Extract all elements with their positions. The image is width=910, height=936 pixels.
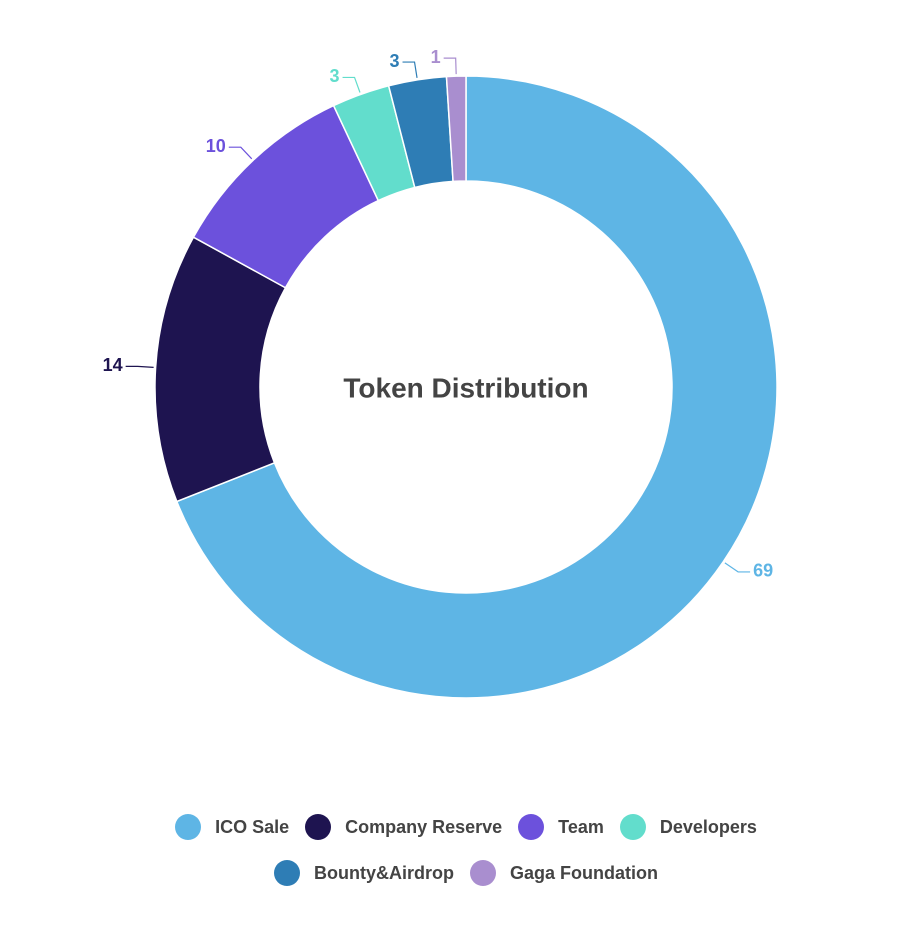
data-label: 14 xyxy=(103,355,123,375)
legend-label: Developers xyxy=(659,816,757,837)
leader-line xyxy=(125,365,154,368)
leader-line xyxy=(724,562,751,573)
leader-line xyxy=(402,61,418,78)
legend-item: Gaga Foundation xyxy=(469,860,658,886)
chart-title: Token Distribution xyxy=(343,372,588,403)
legend-label: Gaga Foundation xyxy=(509,862,658,883)
leader-line xyxy=(228,146,253,160)
legend-item: Team xyxy=(518,814,604,840)
legend-item: Company Reserve xyxy=(305,814,502,840)
leader-line xyxy=(342,76,361,93)
legend-swatch xyxy=(469,860,496,886)
data-label: 3 xyxy=(390,51,400,71)
data-label: 3 xyxy=(330,66,340,86)
chart: Token Distribution 69 14 10 3 3 1 xyxy=(103,47,778,699)
legend-swatch xyxy=(619,814,646,840)
legend-label: ICO Sale xyxy=(215,816,290,837)
legend-swatch xyxy=(518,814,545,840)
legend-label: Company Reserve xyxy=(345,816,503,837)
legend-label: Bounty&Airdrop xyxy=(314,862,454,883)
leader-line xyxy=(443,57,457,75)
legend-swatch xyxy=(305,814,332,840)
legend-swatch xyxy=(274,860,300,886)
legend-label: Team xyxy=(558,816,604,837)
slice xyxy=(445,75,467,183)
legend-item: ICO Sale xyxy=(175,814,289,840)
legend: ICO Sale Company Reserve Team Developers Bou… xyxy=(136,814,796,886)
data-label: 1 xyxy=(431,47,441,67)
data-label: 69 xyxy=(753,561,773,581)
legend-swatch xyxy=(175,814,202,840)
legend-item: Developers xyxy=(619,814,757,840)
legend-item: Bounty&Airdrop xyxy=(274,860,454,886)
data-label: 10 xyxy=(206,136,226,156)
slice xyxy=(175,75,778,699)
